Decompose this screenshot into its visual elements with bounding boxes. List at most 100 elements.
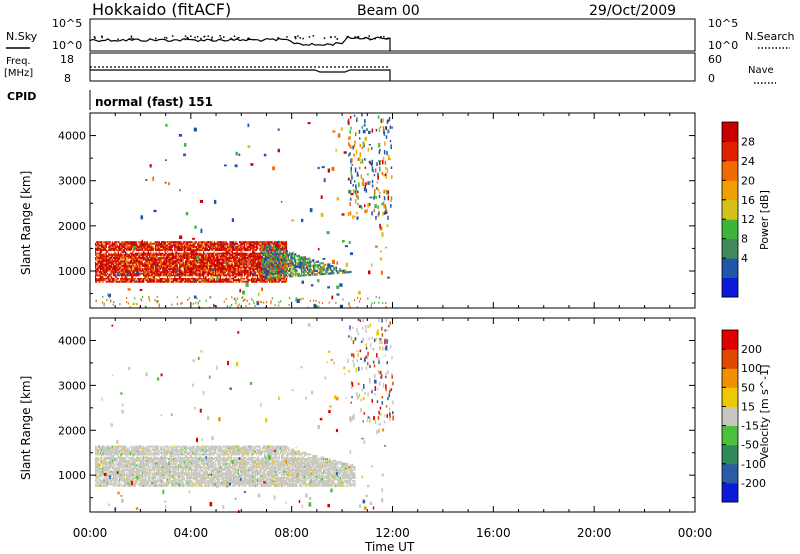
power-cell: [283, 255, 285, 259]
power-cell: [216, 257, 218, 259]
power-cell: [248, 271, 250, 274]
power-cell: [347, 271, 350, 274]
power-cell: [277, 256, 279, 259]
power-cell: [125, 269, 127, 272]
power-cell: [198, 247, 200, 250]
power-cell: [161, 245, 163, 248]
power-cell: [161, 274, 163, 277]
power-cell: [176, 255, 178, 258]
power-cell: [277, 244, 279, 247]
power-cell: [257, 255, 259, 258]
power-cell: [277, 267, 279, 270]
power-cell: [245, 272, 247, 275]
power-cell: [240, 271, 242, 274]
power-cell: [108, 255, 110, 258]
power-cell: [156, 271, 158, 274]
power-cell: [301, 280, 305, 284]
power-cell: [111, 280, 114, 283]
power-cell: [126, 242, 128, 245]
power-cell: [195, 260, 198, 263]
power-cell: [180, 253, 182, 256]
power-cell: [284, 261, 286, 264]
power-cell: [167, 264, 169, 267]
power-cell: [144, 271, 146, 274]
power-cell: [146, 280, 148, 283]
power-cell: [269, 247, 272, 250]
power-cell: [149, 263, 151, 266]
power-cell: [212, 249, 214, 252]
power-cell: [299, 256, 302, 259]
power-cell: [175, 242, 177, 245]
power-cell: [206, 241, 208, 244]
power-cell: [382, 126, 385, 132]
power-cell: [368, 130, 371, 135]
power-cell: [254, 304, 256, 307]
noise-dot: [334, 36, 336, 38]
power-cell: [117, 260, 120, 263]
power-cell: [303, 261, 305, 264]
power-cell: [216, 266, 218, 269]
power-cell: [205, 253, 207, 256]
power-cell: [265, 271, 267, 274]
power-cell: [287, 266, 290, 269]
power-cell: [128, 245, 130, 248]
power-cell: [114, 272, 116, 275]
power-cell: [331, 270, 333, 273]
power-cell: [319, 273, 321, 276]
power-cell: [314, 268, 316, 271]
power-cell: [247, 277, 249, 280]
power-cell: [127, 271, 129, 274]
power-cell: [379, 126, 382, 129]
power-cell: [204, 264, 206, 267]
power-cell: [385, 207, 387, 212]
power-cell: [223, 274, 225, 277]
power-cell: [367, 297, 369, 300]
power-cell: [344, 269, 346, 272]
noise-dot: [323, 37, 326, 39]
power-cell: [237, 253, 240, 256]
power-cell: [227, 250, 229, 253]
power-cell: [247, 253, 249, 256]
power-cell: [120, 271, 122, 274]
power-cell: [245, 244, 247, 247]
power-cell: [366, 128, 368, 131]
power-cell: [247, 264, 249, 267]
power-cell: [258, 253, 260, 256]
power-cell: [152, 258, 154, 261]
power-cell: [95, 258, 97, 261]
power-cell: [221, 257, 223, 259]
power-cell: [115, 257, 117, 259]
power-cell: [167, 253, 169, 256]
power-cell: [126, 252, 128, 255]
power-cell: [305, 263, 308, 266]
power-cell: [284, 279, 286, 282]
power-cell: [189, 257, 192, 259]
power-cell: [383, 204, 385, 209]
power-cell: [292, 262, 294, 265]
power-cell: [206, 260, 208, 263]
power-cell: [218, 261, 220, 264]
power-cell: [259, 260, 261, 263]
power-cell: [277, 240, 280, 244]
power-cell: [260, 257, 262, 259]
power-cell: [249, 279, 252, 282]
power-cell: [161, 266, 163, 269]
velocity-cell: [96, 456, 98, 459]
power-cell: [177, 276, 180, 278]
power-cell: [246, 241, 248, 244]
power-cell: [229, 279, 231, 282]
power-cell: [246, 277, 248, 280]
power-cell: [236, 252, 238, 255]
velocity-cell: [96, 448, 98, 451]
power-cell: [268, 273, 270, 276]
power-cell: [159, 271, 162, 274]
power-cell: [252, 249, 254, 252]
power-cell: [283, 259, 285, 262]
power-cell: [211, 244, 213, 247]
power-cell: [221, 266, 223, 269]
power-cell: [203, 269, 205, 272]
power-cell: [97, 247, 99, 250]
noise-dot: [297, 35, 299, 37]
power-cell: [122, 277, 124, 280]
power-cell: [188, 244, 190, 247]
